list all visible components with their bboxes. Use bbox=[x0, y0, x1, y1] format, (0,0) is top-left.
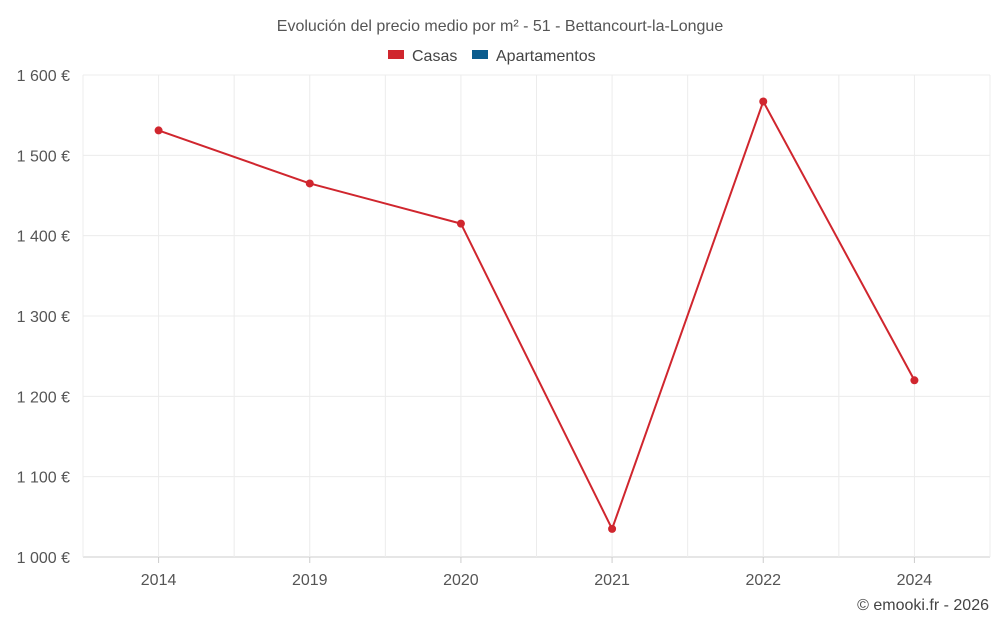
data-point-casas[interactable] bbox=[305, 179, 314, 188]
y-tick-label: 1 600 € bbox=[17, 68, 70, 85]
y-tick-label: 1 500 € bbox=[17, 148, 70, 165]
legend-swatch-apartamentos bbox=[472, 50, 488, 59]
x-gridlines bbox=[82, 75, 991, 557]
y-tick-label: 1 400 € bbox=[17, 229, 70, 246]
y-tick-label: 1 100 € bbox=[17, 470, 70, 487]
x-axis-tick-labels: 2014 2019 2020 2021 2022 2024 bbox=[141, 557, 933, 589]
data-point-casas[interactable] bbox=[608, 524, 617, 533]
data-point-casas[interactable] bbox=[910, 376, 919, 385]
legend-item-casas[interactable]: Casas bbox=[388, 48, 457, 65]
y-tick-label: 1 000 € bbox=[17, 550, 70, 567]
credit-text: © emooki.fr - 2026 bbox=[857, 597, 989, 614]
y-tick-label: 1 300 € bbox=[17, 309, 70, 326]
y-axis-tick-labels: 1 000 € 1 100 € 1 200 € 1 300 € 1 400 € 1 500… bbox=[17, 68, 70, 567]
series-line-casas bbox=[158, 100, 916, 530]
data-point-casas[interactable] bbox=[759, 97, 768, 106]
x-tick-label: 2020 bbox=[443, 572, 479, 589]
x-tick-label: 2022 bbox=[745, 572, 781, 589]
legend: Casas Apartamentos bbox=[388, 48, 596, 65]
data-point-casas[interactable] bbox=[154, 126, 163, 135]
y-tick-label: 1 200 € bbox=[17, 389, 70, 406]
data-point-casas[interactable] bbox=[456, 219, 465, 228]
legend-swatch-casas bbox=[388, 50, 404, 59]
legend-label-apartamentos: Apartamentos bbox=[496, 48, 596, 65]
series-lines bbox=[158, 100, 916, 530]
x-tick-label: 2019 bbox=[292, 572, 328, 589]
x-tick-label: 2024 bbox=[897, 572, 933, 589]
chart-title: Evolución del precio medio por m² - 51 -… bbox=[277, 18, 724, 35]
legend-item-apartamentos[interactable]: Apartamentos bbox=[472, 48, 596, 65]
legend-label-casas: Casas bbox=[412, 48, 457, 65]
x-tick-label: 2021 bbox=[594, 572, 630, 589]
x-tick-label: 2014 bbox=[141, 572, 177, 589]
series-points bbox=[154, 97, 919, 533]
